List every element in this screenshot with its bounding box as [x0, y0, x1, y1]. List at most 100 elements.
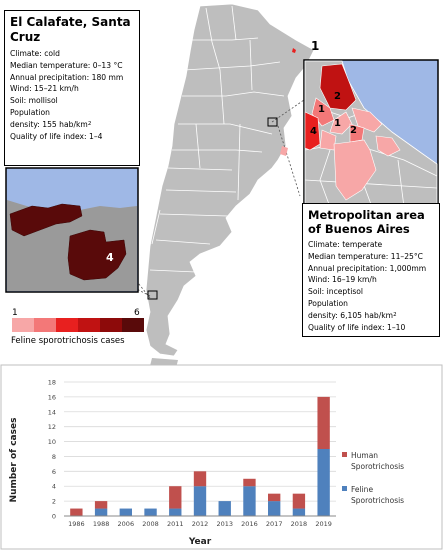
ba-precip: Annual precipitation: 1,000mm	[308, 263, 427, 273]
ba-info-card: Metropolitan area of Buenos Aires Climat…	[302, 203, 440, 337]
x-tick-label: 2006	[118, 520, 135, 528]
bar-human-2016	[243, 478, 256, 487]
chart-y-ticks: 0 2 4 6 8 10 12 14 16 18	[48, 379, 56, 521]
legend-swatches	[12, 318, 144, 332]
bar-feline-2013	[218, 501, 231, 516]
bar-feline-2008	[144, 508, 157, 516]
legend-label-line2: Sporotrichosis	[351, 496, 404, 505]
calafate-median-temp: Median temperature: 0–13 °C	[10, 60, 123, 70]
legend-swatch-1	[12, 318, 34, 332]
legend-swatch-6	[122, 318, 144, 332]
bar-human-2012	[193, 471, 207, 487]
x-tick-label: 1988	[93, 520, 110, 528]
calafate-pop-density: density: 155 hab/km	[10, 119, 88, 129]
legend-label-line1: Feline	[351, 485, 373, 494]
calafate-precip: Annual precipitation: 180 mm	[10, 72, 124, 82]
y-tick-label: 6	[52, 468, 56, 476]
calafate-pop-density-row: density: 155 hab/km2	[10, 119, 134, 131]
legend-label-line1: Human	[351, 451, 378, 460]
x-tick-label: 2017	[266, 520, 283, 528]
y-tick-label: 16	[48, 393, 56, 401]
x-tick-label: 2008	[142, 520, 159, 528]
y-tick-label: 14	[48, 408, 56, 416]
ba-pop-label: Population	[308, 298, 348, 308]
y-tick-label: 12	[48, 423, 56, 431]
bar-human-2018	[292, 493, 306, 509]
y-tick-label: 8	[52, 453, 56, 461]
bar-human-1988	[94, 501, 108, 509]
ba-quality: Quality of life index: 1–10	[308, 322, 406, 332]
ba-locator-box	[267, 117, 278, 127]
argentina-outline	[145, 3, 315, 357]
legend-swatch-5	[100, 318, 122, 332]
ba-climate: Climate: temperate	[308, 240, 383, 249]
y-tick-label: 2	[52, 498, 56, 506]
calafate-inset-label: 4	[106, 251, 114, 264]
ba-inset-label-1: 2	[334, 91, 341, 102]
ba-soil: Soil: inceptisol	[308, 287, 364, 297]
bar-human-1986	[70, 508, 83, 516]
legend-caption: Feline sporotrichosis cases	[11, 336, 125, 346]
y-tick-label: 18	[48, 379, 56, 387]
calafate-pop-sup: 2	[87, 120, 92, 127]
x-tick-label: 2011	[167, 520, 184, 528]
calafate-region	[9, 203, 83, 237]
ba-median-temp: Median temperature: 11–25°C	[308, 251, 423, 261]
calafate-locator-box	[147, 290, 158, 300]
y-tick-label: 0	[52, 513, 56, 521]
legend-swatch-3	[56, 318, 78, 332]
chart-bars	[70, 396, 330, 516]
x-tick-label: 2012	[192, 520, 209, 528]
bar-feline-2012	[193, 486, 207, 516]
ba-highlight-spot	[280, 146, 288, 156]
bar-feline-2018	[292, 508, 306, 516]
ba-pop-sup: 2	[393, 311, 397, 318]
bar-feline-2006	[119, 508, 132, 516]
calafate-title: El Calafate, Santa Cruz	[10, 15, 131, 44]
province-borders	[149, 5, 285, 273]
x-tick-label: 2018	[291, 520, 308, 528]
ba-inset-label-3: 1	[334, 118, 341, 129]
legend-swatch	[342, 452, 347, 457]
x-tick-label: 2016	[241, 520, 258, 528]
legend-max-label: 6	[134, 308, 140, 318]
legend-min-label: 1	[12, 308, 18, 318]
north-map-label: 1	[311, 39, 319, 53]
north-highlight-spot	[292, 48, 296, 53]
legend-swatch	[342, 486, 347, 491]
legend-label-line2: Sporotrichosis	[351, 462, 404, 471]
ba-inset-label-5: 2	[350, 125, 357, 136]
bar-feline-2016	[243, 486, 256, 516]
legend-swatch-4	[78, 318, 100, 332]
ba-inset-label-2: 1	[318, 104, 325, 115]
ba-inset-label-4: 4	[310, 126, 317, 137]
bar-feline-2011	[169, 508, 182, 516]
chart-legend: Human Sporotrichosis Feline Sporotrichosis	[342, 451, 404, 505]
chart-frame	[0, 364, 443, 550]
map-color-legend: 1 6 Feline sporotrichosis cases	[8, 306, 154, 346]
ba-pop-density: density: 6,105 hab/km	[308, 310, 394, 320]
calafate-wind: Wind: 15–21 km/h	[10, 84, 79, 94]
bar-human-2017	[268, 493, 281, 502]
bar-human-2019	[317, 396, 330, 449]
chart-x-ticks: 1986 1988 2006 2008 2011 2012 2013 2016 2017 2018…	[68, 520, 332, 528]
bar-feline-2017	[268, 501, 281, 516]
calafate-inset: 4	[5, 167, 139, 293]
x-tick-label: 1986	[68, 520, 85, 528]
ba-inset: 2 1 1 4 2	[303, 59, 439, 209]
x-tick-label: 2013	[216, 520, 233, 528]
legend-swatch-2	[34, 318, 56, 332]
bar-feline-1988	[94, 508, 108, 516]
calafate-quality: Quality of life index: 1–4	[10, 131, 103, 141]
bar-human-2011	[169, 486, 182, 509]
bar-feline-2019	[317, 449, 330, 516]
ba-title: Metropolitan area of Buenos Aires	[308, 208, 425, 236]
calafate-soil: Soil: mollisol	[10, 96, 58, 106]
y-tick-label: 10	[48, 438, 56, 446]
x-tick-label: 2019	[315, 520, 332, 528]
calafate-info-card: El Calafate, Santa Cruz Climate: cold Me…	[4, 10, 140, 166]
ba-pop-density-row: density: 6,105 hab/km2	[308, 310, 434, 322]
calafate-climate: Climate: cold	[10, 49, 60, 58]
cases-bar-chart: 0 2 4 6 8 10 12 14 16 18 1986 1988 2006 2008 2011 2012…	[0, 364, 443, 550]
